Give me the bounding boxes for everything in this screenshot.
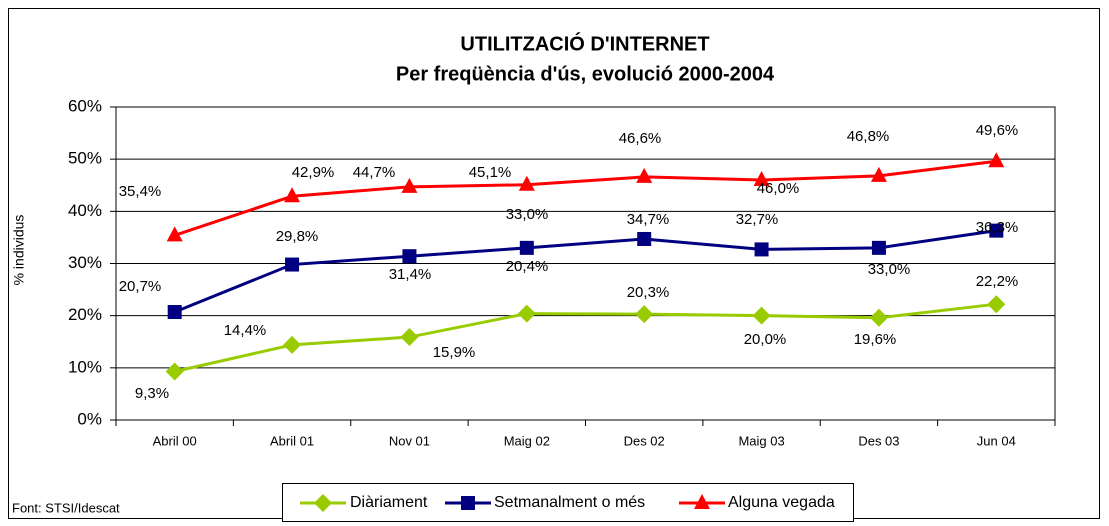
legend-entry: Setmanalment o més xyxy=(445,494,645,511)
data-label: 15,9% xyxy=(433,344,476,361)
marker xyxy=(754,242,769,257)
marker xyxy=(987,295,1006,314)
y-tick-label: 10% xyxy=(68,357,102,376)
x-tick-label: Maig 03 xyxy=(738,433,784,448)
x-tick-label: Des 02 xyxy=(624,433,665,448)
data-label: 33,0% xyxy=(506,206,549,223)
y-tick-label: 40% xyxy=(68,201,102,220)
y-axis-label: % individus xyxy=(11,215,27,286)
series-line xyxy=(174,159,997,237)
data-label: 33,0% xyxy=(868,261,911,278)
marker xyxy=(285,257,300,272)
marker xyxy=(988,152,1005,168)
marker xyxy=(517,304,536,323)
marker xyxy=(518,175,535,191)
y-tick-label: 20% xyxy=(68,305,102,324)
data-label: 20,7% xyxy=(119,278,162,295)
data-label: 46,0% xyxy=(757,180,800,197)
marker xyxy=(871,240,886,255)
marker xyxy=(314,494,332,512)
x-tick-label: Abril 01 xyxy=(270,433,314,448)
series-line xyxy=(174,302,997,373)
x-tick-label: Maig 02 xyxy=(504,433,550,448)
data-label: 34,7% xyxy=(627,211,670,228)
data-label: 20,0% xyxy=(744,331,787,348)
chart-subtitle: Per freqüència d'ús, evolució 2000-2004 xyxy=(396,63,775,85)
marker xyxy=(167,305,182,320)
legend-entry: Diàriament xyxy=(300,494,428,512)
series-line xyxy=(174,229,997,314)
data-label: 46,6% xyxy=(619,130,662,147)
data-label: 32,7% xyxy=(736,211,779,228)
legend-entry: Alguna vegada xyxy=(679,494,835,511)
marker xyxy=(284,187,301,203)
marker xyxy=(461,496,475,510)
data-label: 19,6% xyxy=(854,331,897,348)
marker xyxy=(166,226,183,242)
x-tick-label: Abril 00 xyxy=(153,433,197,448)
data-label: 29,8% xyxy=(276,228,319,245)
legend-box xyxy=(282,483,854,522)
legend-label: Diàriament xyxy=(350,494,428,511)
y-tick-label: 50% xyxy=(68,149,102,168)
marker xyxy=(400,328,419,347)
marker xyxy=(694,494,710,509)
y-tick-label: 0% xyxy=(77,409,102,428)
x-tick-label: Des 03 xyxy=(858,433,899,448)
marker xyxy=(519,240,534,255)
data-label: 22,2% xyxy=(976,273,1019,290)
marker xyxy=(636,167,653,183)
data-label: 20,4% xyxy=(506,258,549,275)
data-label: 45,1% xyxy=(469,164,512,181)
chart-title: UTILITZACIÓ D'INTERNET xyxy=(460,31,709,55)
data-label: 20,3% xyxy=(627,284,670,301)
data-label: 36,3% xyxy=(976,219,1019,236)
data-label: 46,8% xyxy=(847,128,890,145)
legend-label: Setmanalment o més xyxy=(494,494,645,511)
marker xyxy=(753,171,770,187)
marker xyxy=(635,305,654,324)
marker xyxy=(989,223,1004,238)
data-label: 9,3% xyxy=(135,385,169,402)
data-label: 44,7% xyxy=(353,164,396,181)
marker xyxy=(870,166,887,182)
marker xyxy=(637,231,652,246)
data-label: 14,4% xyxy=(224,322,267,339)
marker xyxy=(401,177,418,193)
marker xyxy=(283,335,302,354)
data-label: 35,4% xyxy=(119,183,162,200)
marker xyxy=(869,308,888,327)
y-tick-label: 60% xyxy=(68,96,102,115)
marker xyxy=(752,306,771,325)
source-note: Font: STSI/Idescat xyxy=(12,500,120,515)
marker xyxy=(165,362,184,381)
data-label: 49,6% xyxy=(976,122,1019,139)
x-tick-label: Nov 01 xyxy=(389,433,430,448)
data-label: 42,9% xyxy=(292,164,335,181)
data-label: 31,4% xyxy=(389,266,432,283)
y-tick-label: 30% xyxy=(68,253,102,272)
legend-label: Alguna vegada xyxy=(728,494,835,511)
marker xyxy=(402,249,417,264)
x-tick-label: Jun 04 xyxy=(977,433,1016,448)
